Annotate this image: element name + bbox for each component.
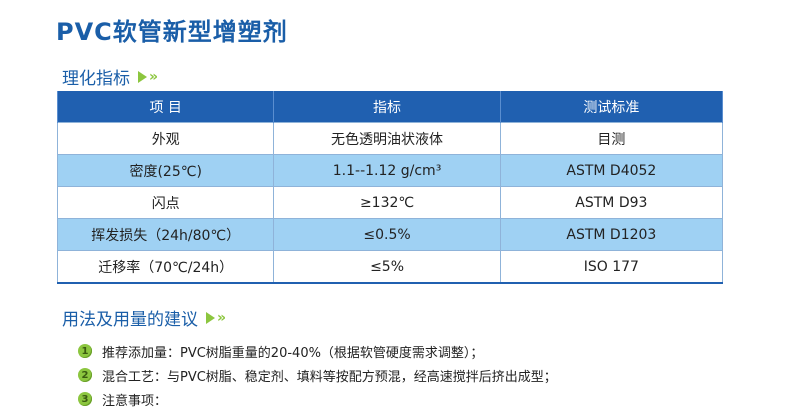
- list-item: 2 混合工艺：与PVC树脂、稳定剂、填料等按配方预混，经高速搅拌后挤出成型；: [78, 363, 557, 387]
- number-badge-icon: 3: [78, 392, 92, 406]
- table-cell: 闪点: [56, 186, 275, 219]
- table-cell: ASTM D93: [499, 186, 724, 219]
- table-cell: ≥132℃: [273, 186, 501, 219]
- table-row: 迁移率（70℃/24h） ≤5% ISO 177: [56, 250, 724, 284]
- number-badge-icon: 1: [78, 344, 92, 358]
- table-cell: 目测: [499, 122, 724, 155]
- table-row: 挥发损失（24h/80℃） ≤0.5% ASTM D1203: [56, 218, 724, 251]
- list-item: 1 推荐添加量：PVC树脂重量的20-40%（根据软管硬度需求调整）；: [78, 339, 557, 363]
- table-cell: ISO 177: [499, 250, 724, 284]
- table-header-standard: 测试标准: [499, 91, 724, 123]
- spec-table: 项 目 指标 测试标准 外观 无色透明油状液体 目测 密度(25℃) 1.1--…: [56, 91, 724, 284]
- table-cell: 密度(25℃): [56, 154, 275, 187]
- note-text: 混合工艺：与PVC树脂、稳定剂、填料等按配方预混，经高速搅拌后挤出成型；: [102, 369, 557, 385]
- table-header-item: 项 目: [56, 91, 275, 123]
- table-cell: 无色透明油状液体: [273, 122, 501, 155]
- arrow-right-icon: »: [206, 311, 226, 325]
- table-cell: ASTM D4052: [499, 154, 724, 187]
- table-cell: 迁移率（70℃/24h）: [56, 250, 275, 284]
- table-cell: ASTM D1203: [499, 218, 724, 251]
- usage-notes: 1 推荐添加量：PVC树脂重量的20-40%（根据软管硬度需求调整）； 2 混合…: [78, 339, 557, 411]
- section-heading-label: 用法及用量的建议: [62, 310, 198, 330]
- table-cell: 1.1--1.12 g/cm³: [273, 154, 501, 187]
- table-header-value: 指标: [273, 91, 501, 123]
- table-cell: 挥发损失（24h/80℃）: [56, 218, 275, 251]
- table-row: 闪点 ≥132℃ ASTM D93: [56, 186, 724, 219]
- table-cell: ≤5%: [273, 250, 501, 284]
- table-row: 密度(25℃) 1.1--1.12 g/cm³ ASTM D4052: [56, 154, 724, 187]
- list-item: 3 注意事项：: [78, 387, 557, 411]
- note-text: 推荐添加量：PVC树脂重量的20-40%（根据软管硬度需求调整）；: [102, 345, 484, 361]
- section-heading-usage: 用法及用量的建议 »: [62, 305, 226, 330]
- number-badge-icon: 2: [78, 368, 92, 382]
- section-heading-specs: 理化指标 »: [62, 64, 158, 89]
- table-cell: 外观: [56, 122, 275, 155]
- table-row: 外观 无色透明油状液体 目测: [56, 122, 724, 155]
- table-header-row: 项 目 指标 测试标准: [56, 91, 724, 123]
- section-heading-label: 理化指标: [62, 69, 130, 89]
- table-cell: ≤0.5%: [273, 218, 501, 251]
- arrow-right-icon: »: [138, 70, 158, 84]
- note-text: 注意事项：: [102, 393, 168, 409]
- page-title: PVC软管新型增塑剂: [56, 18, 288, 46]
